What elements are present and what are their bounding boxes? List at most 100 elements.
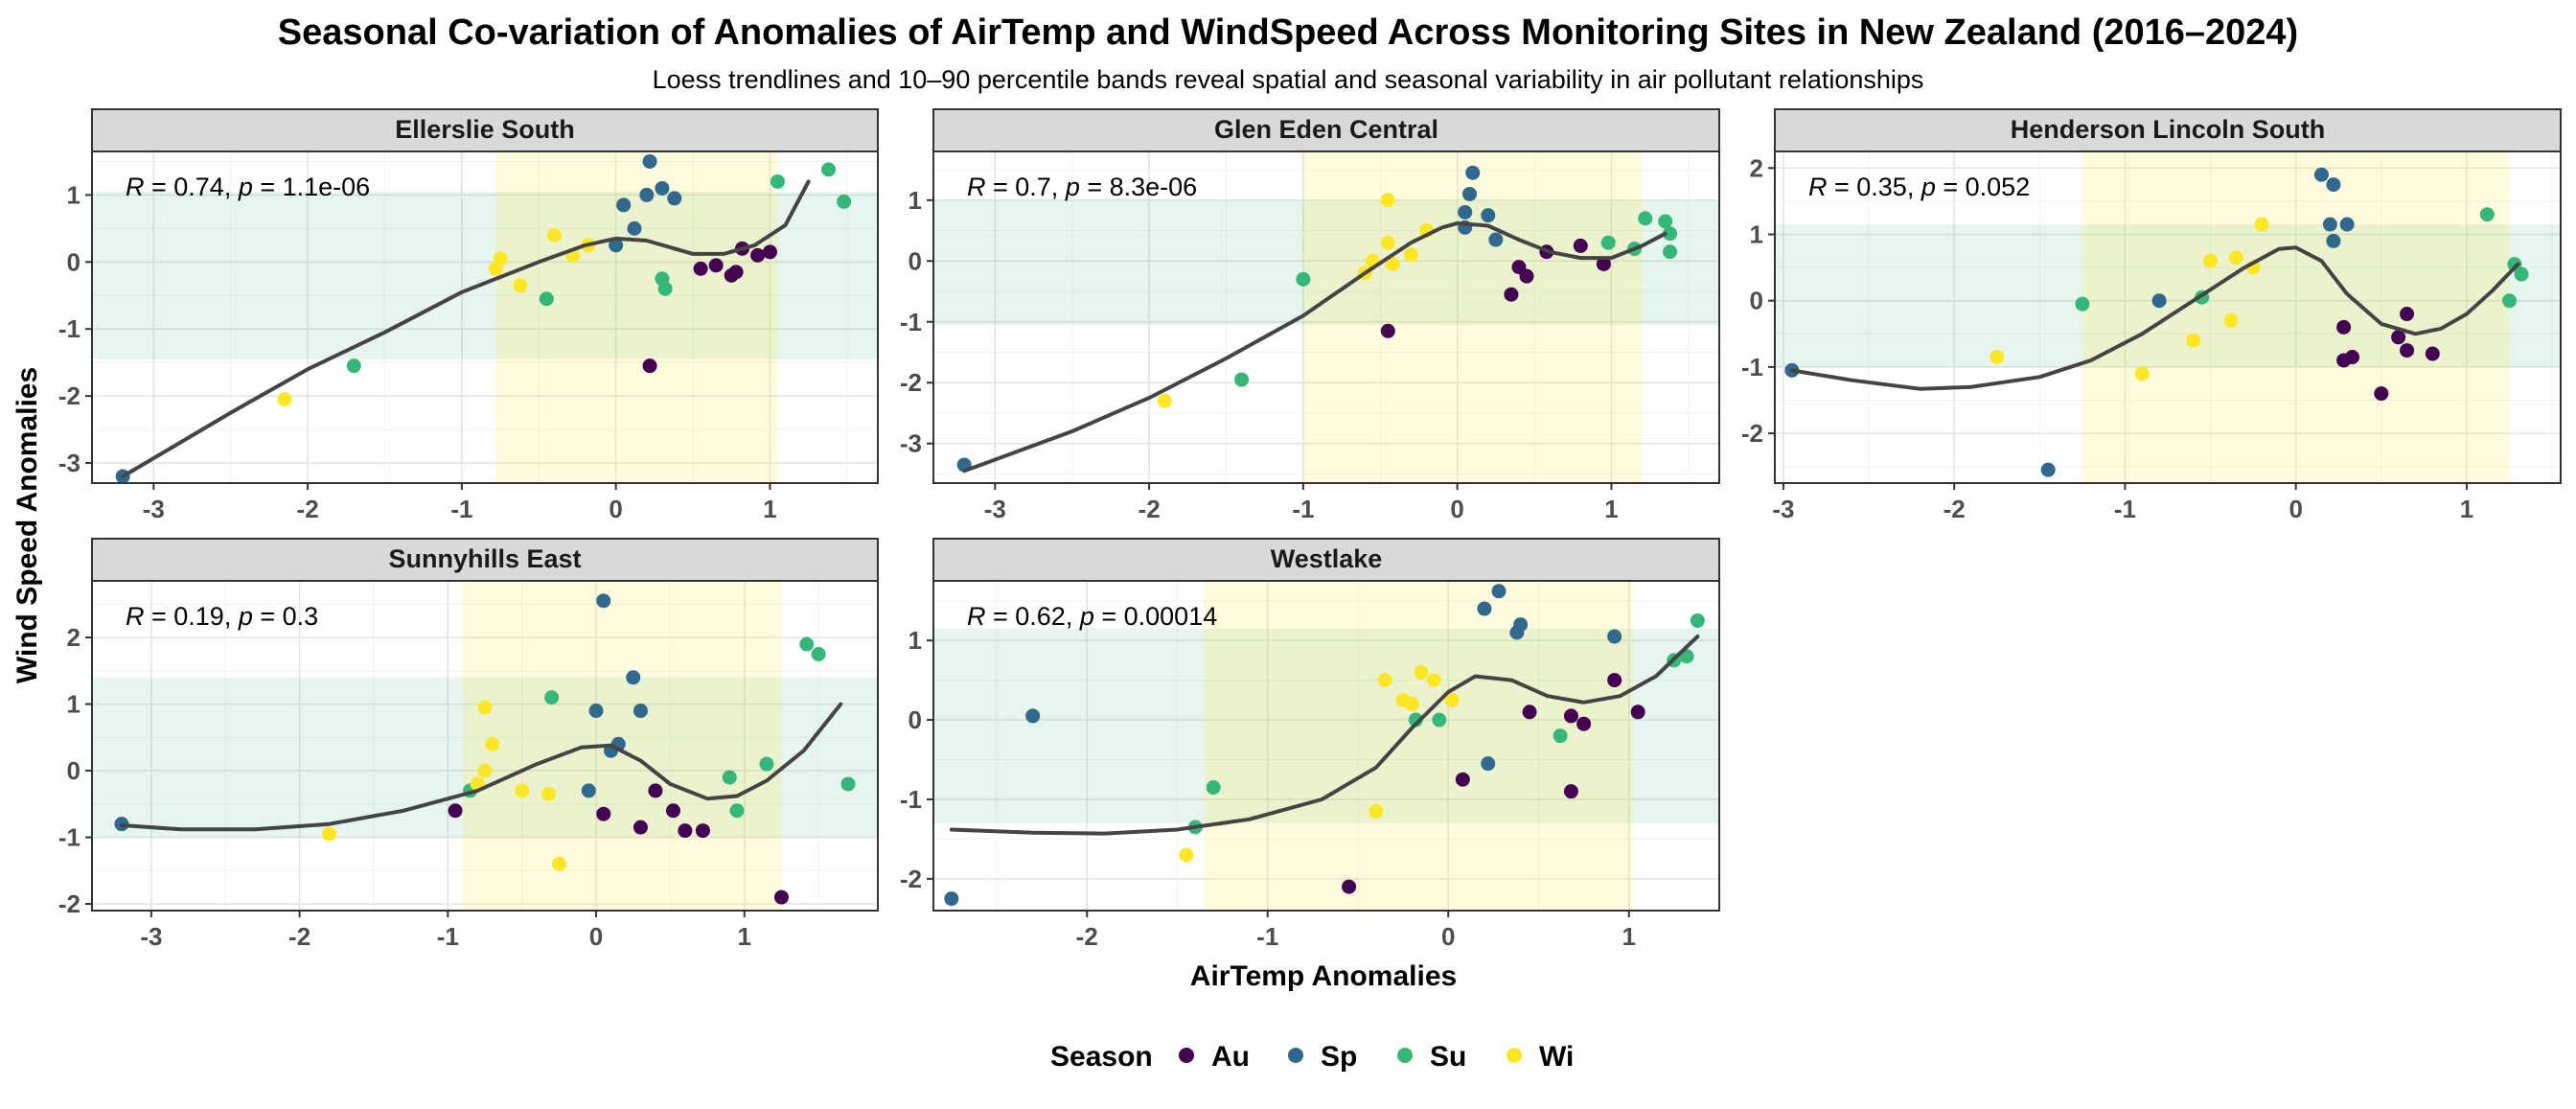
point-wi xyxy=(1179,847,1194,863)
point-au xyxy=(1563,784,1578,799)
facet-strip xyxy=(91,108,879,152)
point-wi xyxy=(477,700,493,715)
x-tick-label: 0 xyxy=(2288,495,2302,523)
legend-label: Au xyxy=(1211,1041,1250,1073)
y-tick-label: -1 xyxy=(58,823,80,852)
wind-percentile-band xyxy=(933,199,1719,325)
panel-2: Henderson Lincoln South R = 0.35, p = 0.0… xyxy=(1741,108,2562,523)
airtemp-percentile-band xyxy=(1302,151,1643,483)
point-au xyxy=(665,803,680,819)
point-sp xyxy=(1462,186,1478,201)
y-tick-label: -3 xyxy=(900,429,922,458)
point-au xyxy=(1504,287,1519,302)
legend-item-wi: Wi xyxy=(1506,1041,1574,1073)
facet-strip xyxy=(932,108,1720,152)
correlation-annotation: R = 0.35, p = 0.052 xyxy=(1808,173,2030,201)
x-tick-label: 0 xyxy=(609,495,622,523)
point-su xyxy=(544,690,560,705)
point-au xyxy=(1596,256,1611,271)
point-su xyxy=(811,646,826,661)
point-au xyxy=(762,244,777,260)
loess-trendline xyxy=(119,702,843,832)
point-sp xyxy=(2339,217,2355,232)
y-tick-label: 1 xyxy=(1750,220,1763,249)
y-axis-label: Wind Speed Anomalies xyxy=(12,367,43,683)
point-wi xyxy=(1368,803,1384,819)
legend-title: Season xyxy=(1050,1041,1153,1073)
x-tick-label: -2 xyxy=(297,495,319,523)
point-wi xyxy=(2254,217,2269,232)
point-wi xyxy=(2134,366,2150,381)
airtemp-percentile-band xyxy=(495,151,778,483)
y-tick-label: -1 xyxy=(900,308,922,336)
y-tick-label: 1 xyxy=(908,626,922,655)
x-tick-label: 0 xyxy=(1450,495,1463,523)
point-sp xyxy=(1488,232,1504,247)
point-wi xyxy=(546,227,562,243)
facet-strip-label: Westlake xyxy=(1271,544,1383,573)
point-sp xyxy=(642,153,657,169)
point-au xyxy=(1573,238,1588,253)
point-sp xyxy=(1465,165,1481,180)
point-su xyxy=(722,770,737,785)
x-tick-label: -2 xyxy=(1076,922,1098,951)
point-su xyxy=(1552,728,1568,744)
x-tick-label: 1 xyxy=(763,495,776,523)
x-tick-label: -3 xyxy=(140,922,162,951)
points xyxy=(1784,167,2529,477)
point-wi xyxy=(1990,350,2005,365)
point-wi xyxy=(488,261,503,276)
point-su xyxy=(770,173,785,189)
point-sp xyxy=(1481,756,1496,772)
x-tick-label: -3 xyxy=(143,495,165,523)
points xyxy=(114,593,856,905)
point-au xyxy=(648,783,663,798)
points xyxy=(115,153,852,483)
y-tick-label: 1 xyxy=(67,690,80,719)
point-wi xyxy=(477,763,493,778)
x-tick-label: -1 xyxy=(450,495,472,523)
panel-3: Sunnyhills East R = 0.19, p = 0.3 -2 -1 0 1 2 -… xyxy=(58,538,879,951)
point-wi xyxy=(1385,256,1400,271)
y-tick-label: 0 xyxy=(908,705,922,734)
x-tick-label: 0 xyxy=(589,922,603,951)
point-au xyxy=(1342,879,1357,894)
legend-swatch xyxy=(1506,1048,1522,1063)
point-wi xyxy=(1414,664,1429,680)
point-au xyxy=(632,820,648,835)
y-tick-label: -2 xyxy=(1741,419,1763,448)
point-sp xyxy=(616,197,632,213)
point-au xyxy=(1607,673,1622,688)
point-su xyxy=(1663,226,1678,242)
point-au xyxy=(2374,386,2389,402)
correlation-annotation: R = 0.74, p = 1.1e-06 xyxy=(126,173,370,201)
point-au xyxy=(596,806,611,821)
legend-item-sp: Sp xyxy=(1288,1041,1357,1073)
loess-trendline xyxy=(1789,245,2520,391)
loess-trendline xyxy=(962,220,1668,474)
x-tick-label: -3 xyxy=(984,495,1006,523)
points xyxy=(944,584,1705,907)
legend-label: Su xyxy=(1430,1041,1466,1073)
facet-strip xyxy=(1774,108,2562,152)
facet-strip-label: Glen Eden Central xyxy=(1214,115,1438,144)
y-tick-label: -3 xyxy=(58,449,80,477)
point-sp xyxy=(1025,708,1041,724)
point-au xyxy=(2400,343,2415,358)
point-sp xyxy=(655,180,670,196)
point-su xyxy=(657,281,673,296)
legend: Season Au Sp Su Wi xyxy=(1050,1041,1574,1073)
wind-percentile-band xyxy=(92,191,878,359)
x-tick-label: 1 xyxy=(738,922,751,951)
point-au xyxy=(695,823,710,839)
point-sp xyxy=(2326,233,2341,248)
panel-background xyxy=(92,581,878,911)
point-su xyxy=(799,636,815,652)
facet-strip xyxy=(932,538,1720,582)
x-tick-label: -1 xyxy=(437,922,459,951)
minor-grid xyxy=(92,151,878,483)
legend-label: Wi xyxy=(1539,1041,1574,1073)
point-wi xyxy=(551,856,566,871)
point-wi xyxy=(1157,393,1172,408)
